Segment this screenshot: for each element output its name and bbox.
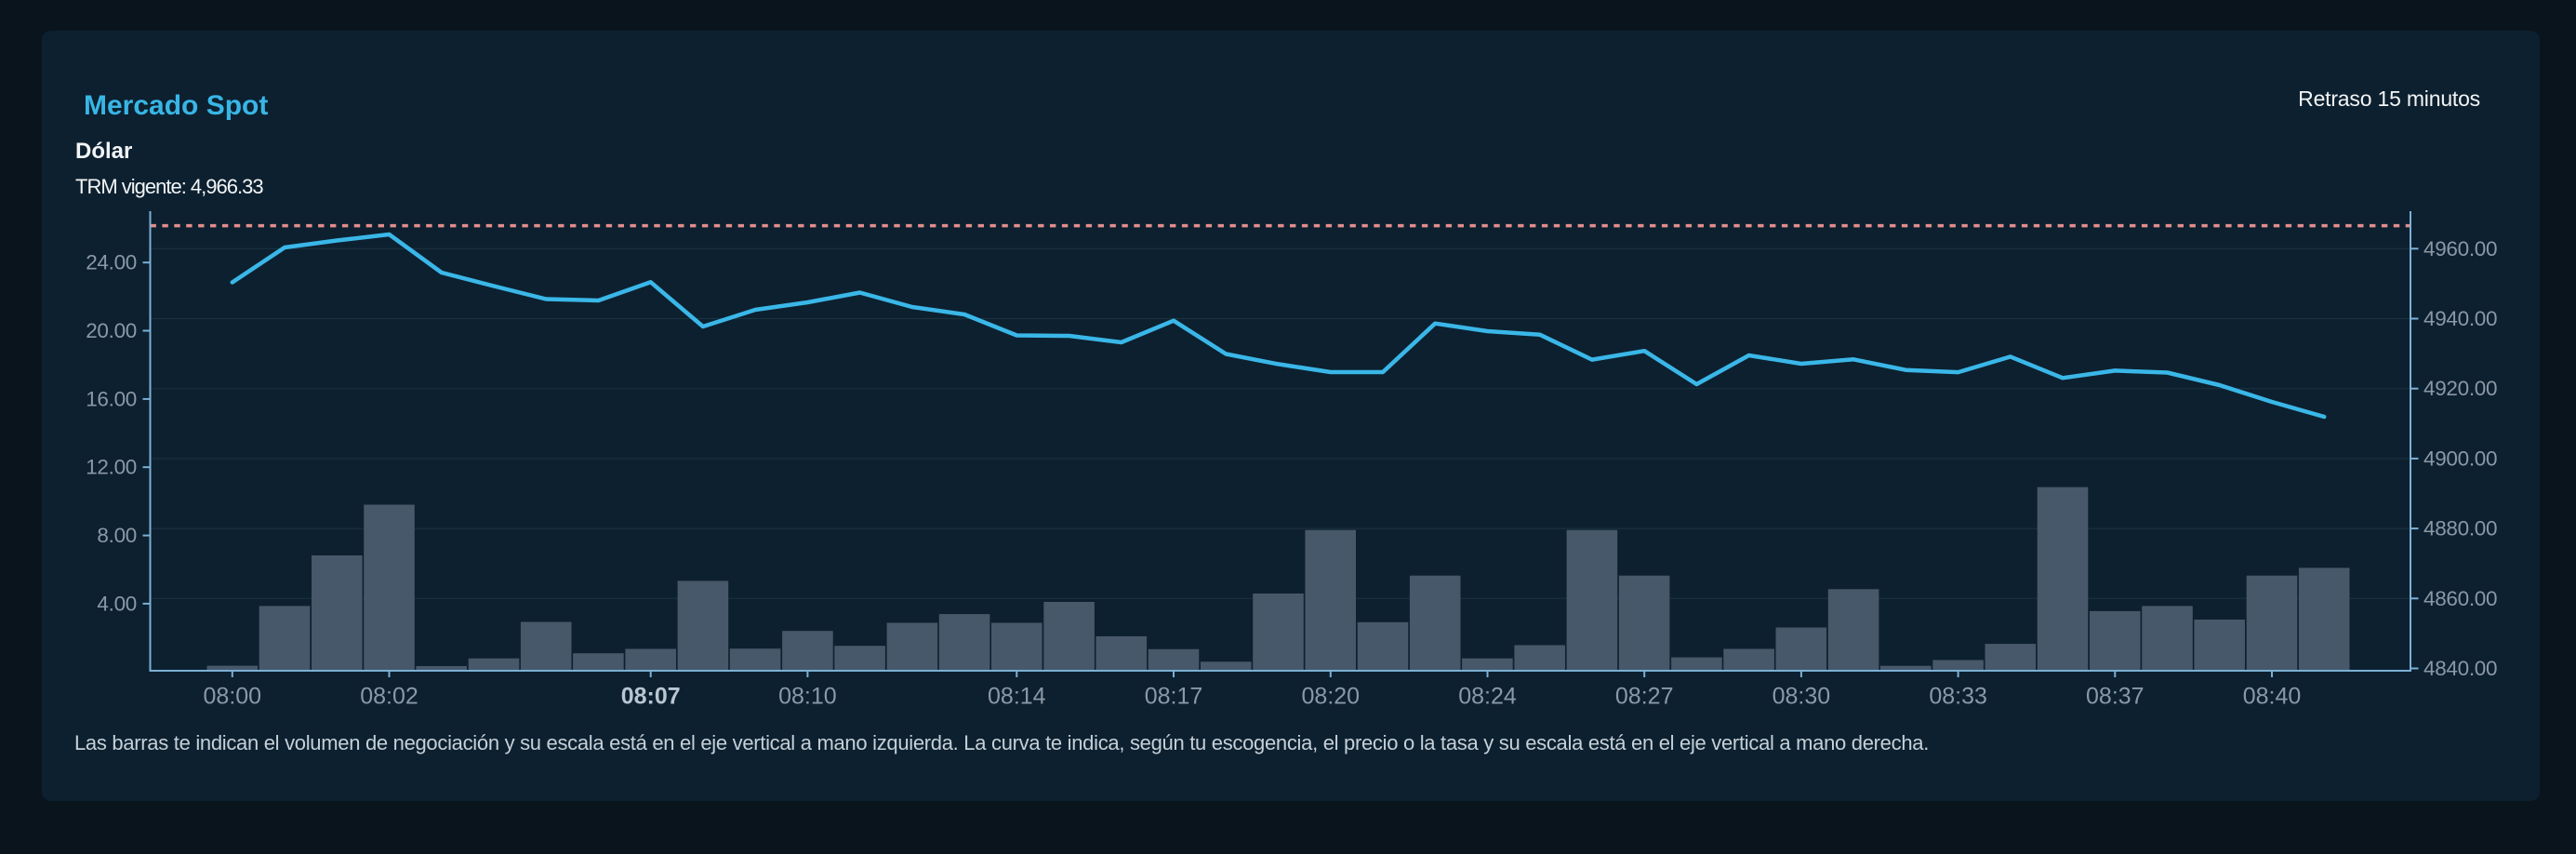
svg-text:4920.00: 4920.00 xyxy=(2423,377,2497,400)
svg-text:08:30: 08:30 xyxy=(1773,684,1831,710)
svg-text:4880.00: 4880.00 xyxy=(2423,517,2497,540)
svg-text:4960.00: 4960.00 xyxy=(2423,237,2497,260)
svg-text:4.00: 4.00 xyxy=(97,592,137,615)
svg-text:08:00: 08:00 xyxy=(204,684,262,710)
svg-text:08:37: 08:37 xyxy=(2086,684,2144,710)
svg-text:12.00: 12.00 xyxy=(86,456,137,479)
svg-text:20.00: 20.00 xyxy=(86,319,137,342)
svg-text:16.00: 16.00 xyxy=(86,387,137,410)
svg-text:24.00: 24.00 xyxy=(86,251,137,274)
svg-text:08:02: 08:02 xyxy=(360,684,418,710)
svg-text:08:40: 08:40 xyxy=(2243,684,2302,710)
svg-text:08:33: 08:33 xyxy=(1929,684,1987,710)
svg-text:4860.00: 4860.00 xyxy=(2423,587,2497,610)
svg-text:08:27: 08:27 xyxy=(1615,684,1674,710)
svg-text:08:20: 08:20 xyxy=(1302,684,1361,710)
svg-text:08:17: 08:17 xyxy=(1145,684,1203,710)
svg-text:4940.00: 4940.00 xyxy=(2423,307,2497,330)
svg-text:4840.00: 4840.00 xyxy=(2423,657,2497,680)
svg-text:08:24: 08:24 xyxy=(1458,684,1517,710)
svg-text:08:10: 08:10 xyxy=(778,684,837,710)
svg-text:8.00: 8.00 xyxy=(97,524,137,547)
svg-text:4900.00: 4900.00 xyxy=(2423,447,2497,470)
svg-text:08:14: 08:14 xyxy=(988,684,1046,710)
svg-text:08:07: 08:07 xyxy=(621,684,681,710)
